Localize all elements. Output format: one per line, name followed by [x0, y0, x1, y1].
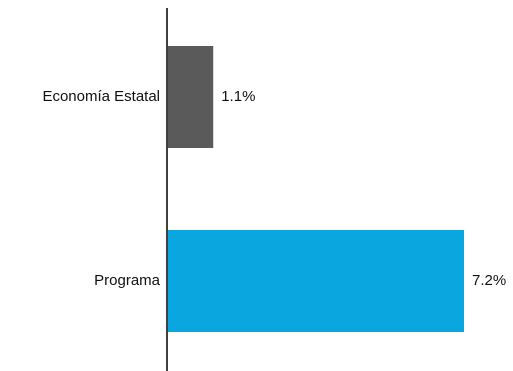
value-label-programa: 7.2%	[472, 272, 506, 289]
bar-economia-estatal	[168, 46, 214, 148]
category-label-economia-estatal: Economía Estatal	[42, 88, 160, 105]
bar-programa	[168, 230, 464, 332]
value-label-economia-estatal: 1.1%	[221, 88, 255, 105]
labels-group: Economía Estatal 1.1% Programa 7.2%	[42, 88, 506, 289]
category-label-programa: Programa	[94, 272, 161, 289]
bars-group	[168, 46, 464, 332]
